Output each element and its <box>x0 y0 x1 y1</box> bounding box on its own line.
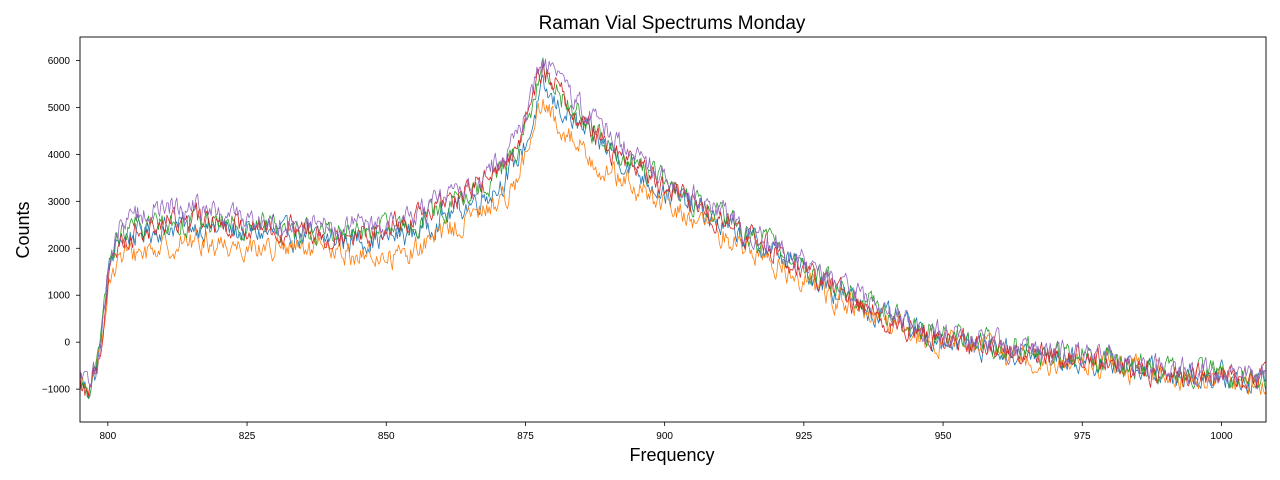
series-line-5 <box>80 58 1266 388</box>
x-axis-title: Frequency <box>629 445 714 465</box>
plot-frame <box>79 36 1267 423</box>
x-tick-label: 850 <box>378 431 395 442</box>
x-tick-label: 950 <box>935 431 952 442</box>
y-tick-label: −1000 <box>42 385 71 396</box>
x-tick-label: 800 <box>99 431 116 442</box>
y-axis-title: Counts <box>13 201 33 258</box>
series-layer <box>80 57 1266 400</box>
series-line-3 <box>80 57 1266 399</box>
y-tick-label: 5000 <box>48 103 71 114</box>
x-tick-label: 975 <box>1074 431 1091 442</box>
y-tick-label: 2000 <box>48 244 71 255</box>
series-line-2 <box>80 98 1266 397</box>
y-tick-label: 1000 <box>48 291 71 302</box>
chart-title: Raman Vial Spectrums Monday <box>539 13 806 34</box>
x-axis: 800 825 850 875 900 925 950 975 1000 <box>99 422 1233 442</box>
x-tick-label: 875 <box>517 431 534 442</box>
y-axis: −1000 0 1000 2000 3000 4000 5000 6000 <box>42 56 80 396</box>
x-tick-label: 900 <box>656 431 673 442</box>
y-tick-label: 4000 <box>48 150 71 161</box>
series-line-4 <box>80 62 1266 397</box>
y-tick-label: 0 <box>64 338 70 349</box>
y-tick-label: 6000 <box>48 56 71 67</box>
x-tick-label: 1000 <box>1210 431 1233 442</box>
y-tick-label: 3000 <box>48 197 71 208</box>
x-tick-label: 925 <box>796 431 813 442</box>
x-tick-label: 825 <box>239 431 256 442</box>
